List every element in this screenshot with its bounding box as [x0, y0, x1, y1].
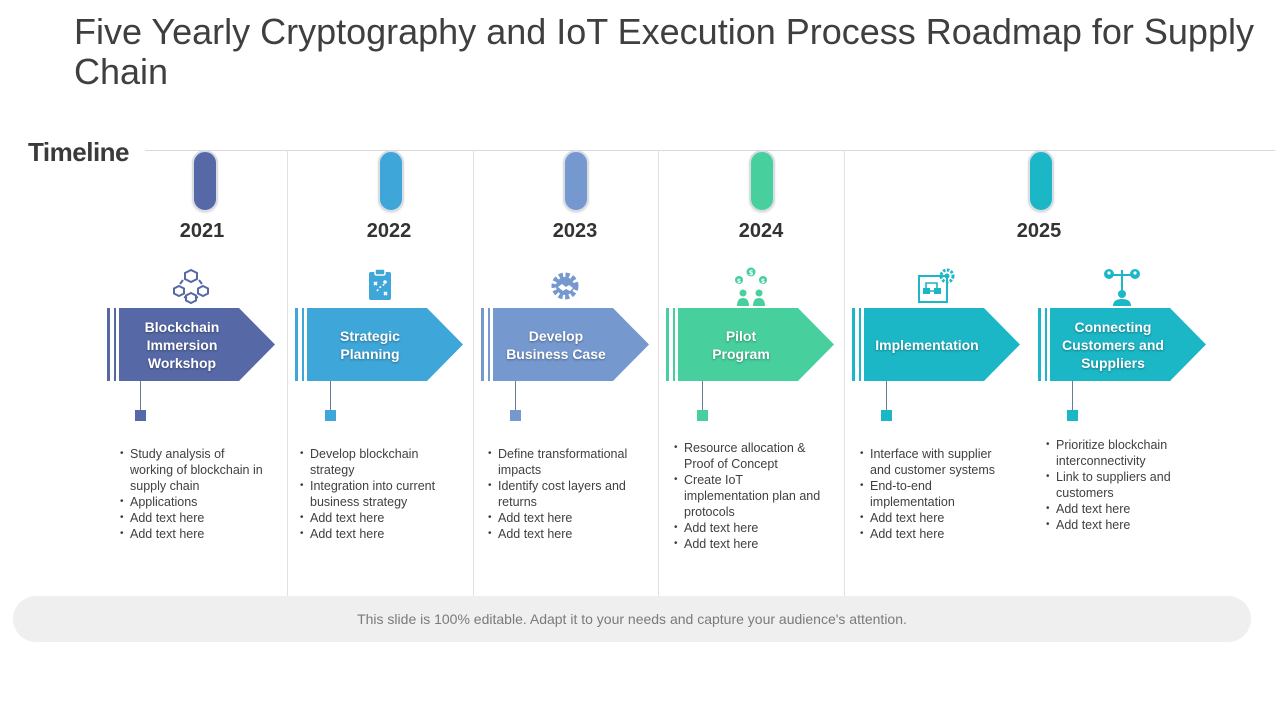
bullet-item: Add text here — [1046, 517, 1196, 533]
year-marker-2021 — [192, 150, 218, 212]
stage-arrow-3: Develop Business Case — [481, 308, 649, 381]
stage-2-bullets: Develop blockchain strategy Integration … — [300, 446, 450, 542]
year-label-2022: 2022 — [366, 220, 412, 242]
column-divider — [844, 150, 845, 596]
svg-text:$: $ — [761, 278, 765, 285]
stage-arrow-6: Connecting Customers and Suppliers — [1038, 308, 1206, 381]
svg-text:$: $ — [737, 278, 741, 285]
balance-people-icon — [1102, 266, 1142, 306]
stage-3-bullets: Define transformational impacts Identify… — [488, 446, 638, 542]
bullet-item: Add text here — [120, 526, 270, 542]
network-cubes-icon — [171, 266, 211, 306]
svg-text:$: $ — [749, 269, 754, 277]
stage-arrow-4: Pilot Program — [666, 308, 834, 381]
bullet-item: Resource allocation & Proof of Concept — [674, 440, 824, 472]
timeline-label: Timeline — [28, 137, 130, 167]
people-dollar-icon: $ $ $ — [731, 266, 771, 306]
bullet-item: Define transformational impacts — [488, 446, 638, 478]
bullet-item: Add text here — [488, 510, 638, 526]
connector-stem — [702, 381, 703, 411]
connector-node — [881, 410, 892, 421]
year-label-2023: 2023 — [552, 220, 598, 242]
year-label-2021: 2021 — [179, 220, 225, 242]
stage-arrow-1: Blockchain Immersion Workshop — [107, 308, 275, 381]
year-marker-2024 — [749, 150, 775, 212]
bullet-item: Integration into current business strate… — [300, 478, 450, 510]
bullet-item: Add text here — [488, 526, 638, 542]
slide-title: Five Yearly Cryptography and IoT Executi… — [74, 11, 1254, 92]
connector-node — [697, 410, 708, 421]
bullet-item: Add text here — [860, 526, 1010, 542]
connector-stem — [330, 381, 331, 411]
gear-handshake-icon — [545, 266, 585, 306]
connector-node — [1067, 410, 1078, 421]
stage-4-bullets: Resource allocation & Proof of Concept C… — [674, 440, 824, 552]
bullet-item: Add text here — [120, 510, 270, 526]
bullet-item: Add text here — [674, 536, 824, 552]
year-label-2025: 2025 — [1016, 220, 1062, 242]
clipboard-strategy-icon — [360, 266, 400, 306]
stage-5-bullets: Interface with supplier and customer sys… — [860, 446, 1010, 542]
timeline-top-line — [145, 150, 1275, 151]
stage-label: Blockchain Immersion Workshop — [144, 318, 220, 371]
bullet-item: Create IoT implementation plan and proto… — [674, 472, 824, 520]
bullet-item: End-to-end implementation — [860, 478, 1010, 510]
year-marker-2022 — [378, 150, 404, 212]
connector-node — [325, 410, 336, 421]
column-divider — [473, 150, 474, 596]
connector-node — [510, 410, 521, 421]
bullet-item: Add text here — [860, 510, 1010, 526]
stage-arrow-2: Strategic Planning — [295, 308, 463, 381]
year-marker-2023 — [563, 150, 589, 212]
bullet-item: Prioritize blockchain interconnectivity — [1046, 437, 1196, 469]
stage-label: Strategic Planning — [340, 327, 400, 362]
stage-arrow-5: Implementation — [852, 308, 1020, 381]
stage-label: Implementation — [875, 336, 979, 353]
bullet-item: Applications — [120, 494, 270, 510]
bullet-item: Link to suppliers and customers — [1046, 469, 1196, 501]
bullet-item: Interface with supplier and customer sys… — [860, 446, 1010, 478]
flowchart-gear-icon — [916, 266, 956, 306]
stage-label: Pilot Program — [712, 327, 770, 362]
stage-label: Develop Business Case — [506, 327, 606, 362]
bullet-item: Identify cost layers and returns — [488, 478, 638, 510]
stage-label: Connecting Customers and Suppliers — [1062, 318, 1164, 371]
connector-node — [135, 410, 146, 421]
stage-1-bullets: Study analysis of working of blockchain … — [120, 446, 270, 542]
column-divider — [287, 150, 288, 596]
connector-stem — [515, 381, 516, 411]
connector-stem — [1072, 381, 1073, 411]
footer-note: This slide is 100% editable. Adapt it to… — [13, 596, 1251, 642]
bullet-item: Study analysis of working of blockchain … — [120, 446, 270, 494]
connector-stem — [886, 381, 887, 411]
year-label-2024: 2024 — [738, 220, 784, 242]
stage-6-bullets: Prioritize blockchain interconnectivity … — [1046, 437, 1196, 533]
bullet-item: Add text here — [1046, 501, 1196, 517]
bullet-item: Add text here — [674, 520, 824, 536]
column-divider — [658, 150, 659, 596]
bullet-item: Develop blockchain strategy — [300, 446, 450, 478]
bullet-item: Add text here — [300, 510, 450, 526]
year-marker-2025 — [1028, 150, 1054, 212]
bullet-item: Add text here — [300, 526, 450, 542]
connector-stem — [140, 381, 141, 411]
